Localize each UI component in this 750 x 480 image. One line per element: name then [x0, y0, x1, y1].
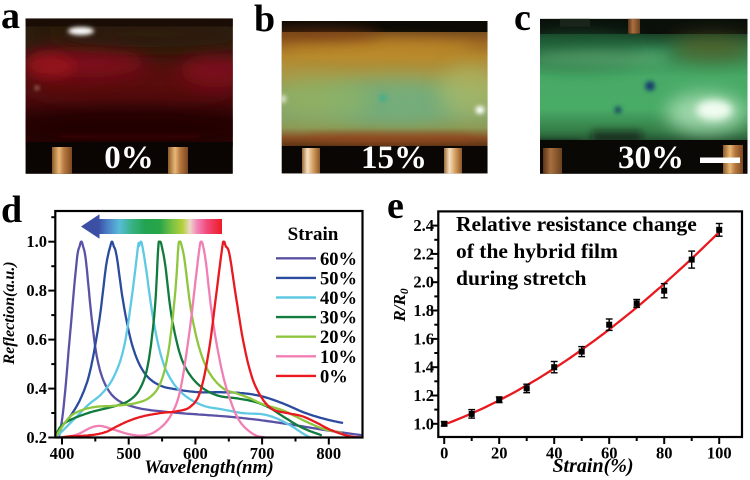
svg-text:0%: 0% — [320, 367, 348, 387]
svg-text:R/R0: R/R0 — [390, 288, 411, 322]
svg-text:50%: 50% — [320, 269, 357, 289]
svg-text:2.4: 2.4 — [413, 216, 434, 235]
svg-text:40: 40 — [546, 444, 563, 463]
svg-text:1.4: 1.4 — [413, 358, 434, 377]
svg-text:600: 600 — [183, 444, 208, 463]
svg-text:0.4: 0.4 — [26, 379, 47, 398]
svg-text:800: 800 — [316, 444, 341, 463]
svg-text:2.0: 2.0 — [413, 273, 434, 292]
svg-text:Reflection(a.u.): Reflection(a.u.) — [1, 261, 18, 365]
svg-text:d: d — [1, 189, 22, 231]
svg-text:1.0: 1.0 — [413, 414, 434, 433]
svg-text:500: 500 — [116, 444, 141, 463]
svg-text:b: b — [254, 0, 275, 40]
svg-text:2.2: 2.2 — [413, 244, 434, 263]
svg-text:40%: 40% — [320, 289, 357, 309]
svg-text:a: a — [1, 0, 20, 37]
svg-text:0%: 0% — [104, 140, 154, 176]
svg-text:e: e — [387, 185, 404, 227]
svg-text:20%: 20% — [320, 328, 357, 348]
svg-text:Strain(%): Strain(%) — [552, 455, 633, 477]
svg-text:30%: 30% — [320, 309, 357, 329]
svg-text:100: 100 — [707, 444, 732, 463]
svg-text:Relative resistance change: Relative resistance change — [456, 212, 697, 236]
svg-text:15%: 15% — [361, 140, 427, 176]
svg-text:80: 80 — [656, 444, 673, 463]
svg-text:0.6: 0.6 — [26, 330, 47, 349]
svg-text:1.8: 1.8 — [413, 301, 434, 320]
svg-text:0.8: 0.8 — [26, 281, 47, 300]
svg-text:10%: 10% — [320, 348, 357, 368]
svg-text:Strain: Strain — [288, 224, 339, 245]
svg-text:during stretch: during stretch — [456, 266, 586, 290]
svg-text:c: c — [514, 0, 531, 39]
svg-text:0: 0 — [440, 444, 448, 463]
svg-text:700: 700 — [250, 444, 275, 463]
svg-text:1.6: 1.6 — [413, 329, 434, 348]
svg-text:60%: 60% — [320, 250, 357, 270]
svg-text:0.2: 0.2 — [26, 428, 47, 447]
svg-text:1.2: 1.2 — [413, 386, 434, 405]
svg-text:Wavelength(nm): Wavelength(nm) — [144, 457, 273, 478]
svg-text:20: 20 — [491, 444, 508, 463]
svg-text:of the hybrid film: of the hybrid film — [456, 239, 618, 263]
svg-text:30%: 30% — [618, 140, 684, 176]
svg-text:400: 400 — [50, 444, 75, 463]
svg-text:1.0: 1.0 — [26, 232, 47, 251]
svg-text:60: 60 — [601, 444, 618, 463]
